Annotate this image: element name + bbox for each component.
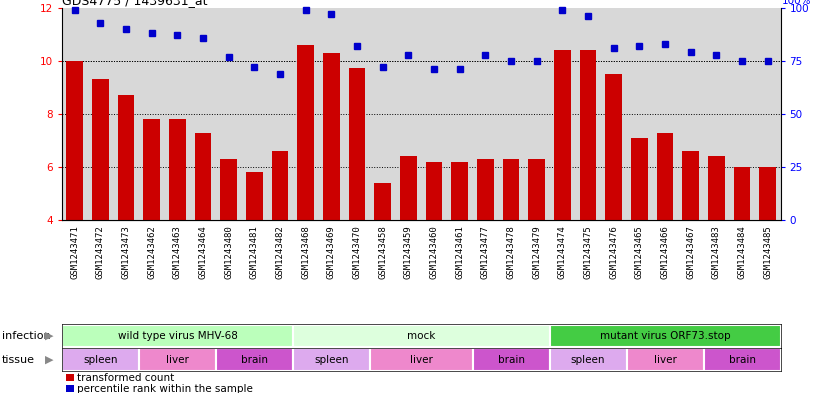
- Bar: [759, 167, 776, 220]
- Text: ▶: ▶: [45, 354, 54, 365]
- Text: GSM1243475: GSM1243475: [584, 225, 592, 279]
- Text: GSM1243461: GSM1243461: [455, 225, 464, 279]
- Bar: [93, 79, 109, 220]
- Text: GSM1243471: GSM1243471: [70, 225, 79, 279]
- Bar: [221, 159, 237, 220]
- Bar: [733, 167, 750, 220]
- Text: mutant virus ORF73.stop: mutant virus ORF73.stop: [600, 331, 730, 341]
- Text: GSM1243469: GSM1243469: [327, 225, 336, 279]
- Bar: [708, 156, 724, 220]
- Text: spleen: spleen: [83, 354, 117, 365]
- Text: infection: infection: [2, 331, 50, 341]
- Bar: [605, 74, 622, 220]
- Text: GSM1243472: GSM1243472: [96, 225, 105, 279]
- Bar: [216, 348, 293, 371]
- Bar: [297, 45, 314, 220]
- Text: GSM1243476: GSM1243476: [610, 225, 618, 279]
- Text: GDS4775 / 1439631_at: GDS4775 / 1439631_at: [62, 0, 207, 7]
- Bar: [246, 172, 263, 220]
- Bar: [293, 348, 370, 371]
- Text: ▶: ▶: [45, 331, 54, 341]
- Text: liver: liver: [410, 354, 433, 365]
- Bar: [374, 183, 391, 220]
- Text: GSM1243467: GSM1243467: [686, 225, 695, 279]
- Text: mock: mock: [407, 331, 435, 341]
- Text: GSM1243477: GSM1243477: [481, 225, 490, 279]
- Text: GSM1243458: GSM1243458: [378, 225, 387, 279]
- Bar: [682, 151, 699, 220]
- Bar: [472, 348, 549, 371]
- Text: GSM1243482: GSM1243482: [276, 225, 285, 279]
- Text: GSM1243479: GSM1243479: [532, 225, 541, 279]
- Bar: [425, 162, 443, 220]
- Bar: [349, 68, 365, 220]
- Text: 100%: 100%: [781, 0, 811, 6]
- Text: GSM1243460: GSM1243460: [430, 225, 439, 279]
- Text: GSM1243463: GSM1243463: [173, 225, 182, 279]
- Bar: [144, 119, 160, 220]
- Text: GSM1243484: GSM1243484: [738, 225, 747, 279]
- Bar: [503, 159, 520, 220]
- Text: GSM1243478: GSM1243478: [506, 225, 515, 279]
- Bar: [554, 50, 571, 220]
- Text: liver: liver: [653, 354, 676, 365]
- Bar: [66, 61, 83, 220]
- Bar: [477, 159, 494, 220]
- Bar: [627, 348, 704, 371]
- Text: GSM1243462: GSM1243462: [147, 225, 156, 279]
- Text: GSM1243470: GSM1243470: [353, 225, 362, 279]
- Text: GSM1243480: GSM1243480: [225, 225, 233, 279]
- Text: GSM1243466: GSM1243466: [661, 225, 670, 279]
- Bar: [370, 348, 472, 371]
- Bar: [195, 132, 211, 220]
- Text: liver: liver: [166, 354, 189, 365]
- Bar: [452, 162, 468, 220]
- Bar: [657, 132, 673, 220]
- Bar: [704, 348, 781, 371]
- Bar: [169, 119, 186, 220]
- Text: brain: brain: [241, 354, 268, 365]
- Text: GSM1243483: GSM1243483: [712, 225, 721, 279]
- Text: GSM1243473: GSM1243473: [121, 225, 131, 279]
- Bar: [631, 138, 648, 220]
- Text: GSM1243481: GSM1243481: [250, 225, 259, 279]
- Text: tissue: tissue: [2, 354, 35, 365]
- Text: brain: brain: [729, 354, 756, 365]
- Bar: [323, 53, 339, 220]
- Text: transformed count: transformed count: [77, 373, 174, 383]
- Bar: [118, 95, 135, 220]
- Text: GSM1243468: GSM1243468: [301, 225, 311, 279]
- Bar: [549, 325, 781, 347]
- Bar: [62, 325, 293, 347]
- Bar: [139, 348, 216, 371]
- Bar: [529, 159, 545, 220]
- Text: GSM1243465: GSM1243465: [635, 225, 644, 279]
- Bar: [580, 50, 596, 220]
- Text: percentile rank within the sample: percentile rank within the sample: [77, 384, 253, 393]
- Text: GSM1243459: GSM1243459: [404, 225, 413, 279]
- Text: wild type virus MHV-68: wild type virus MHV-68: [117, 331, 237, 341]
- Text: GSM1243474: GSM1243474: [558, 225, 567, 279]
- Bar: [400, 156, 417, 220]
- Bar: [62, 348, 139, 371]
- Text: GSM1243485: GSM1243485: [763, 225, 772, 279]
- Text: brain: brain: [497, 354, 525, 365]
- Text: spleen: spleen: [314, 354, 349, 365]
- Bar: [293, 325, 549, 347]
- Bar: [549, 348, 627, 371]
- Text: GSM1243464: GSM1243464: [198, 225, 207, 279]
- Bar: [272, 151, 288, 220]
- Text: spleen: spleen: [571, 354, 605, 365]
